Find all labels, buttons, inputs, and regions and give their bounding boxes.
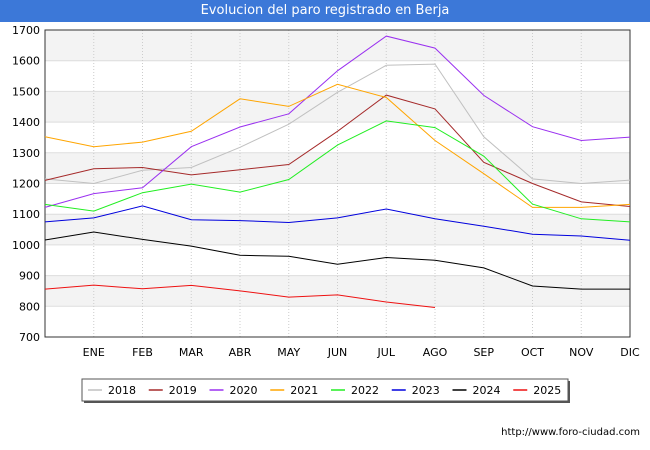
- plot-border: [44, 29, 631, 338]
- y-tick-label: 1100: [12, 208, 40, 221]
- legend-label-2020[interactable]: 2020: [230, 384, 258, 397]
- x-tick-label: ENE: [83, 346, 105, 359]
- y-tick-label: 900: [19, 270, 40, 283]
- legend-box: [81, 378, 569, 402]
- series-line-2019: [44, 94, 631, 207]
- legend-label-2025[interactable]: 2025: [533, 384, 561, 397]
- x-tick-label: MAY: [277, 346, 300, 359]
- x-tick-label: MAR: [179, 346, 204, 359]
- title-bar: [0, 0, 650, 22]
- y-tick-label: 1000: [12, 239, 40, 252]
- y-tick-label: 800: [19, 300, 40, 313]
- y-tick-label: 1300: [12, 147, 40, 160]
- x-tick-label: ABR: [229, 346, 252, 359]
- series-line-2020: [44, 35, 631, 208]
- legend-label-2021[interactable]: 2021: [290, 384, 318, 397]
- y-tick-label: 700: [19, 331, 40, 344]
- legend-label-2022[interactable]: 2022: [351, 384, 379, 397]
- series-line-2025: [44, 284, 436, 308]
- x-tick-label: JUN: [327, 346, 348, 359]
- grid-band: [45, 275, 630, 307]
- series-line-2021: [44, 83, 631, 208]
- legend-label-2024[interactable]: 2024: [473, 384, 501, 397]
- series-line-2023: [44, 205, 631, 241]
- x-tick-label: AGO: [423, 346, 448, 359]
- legend-label-2023[interactable]: 2023: [412, 384, 440, 397]
- y-tick-label: 1600: [12, 55, 40, 68]
- legend-label-2018[interactable]: 2018: [108, 384, 136, 397]
- x-tick-label: FEB: [132, 346, 153, 359]
- series-line-2024: [44, 231, 630, 290]
- series-line-2018: [44, 63, 631, 185]
- x-tick-label: NOV: [569, 346, 594, 359]
- chart-title: Evolucion del paro registrado en Berja: [200, 3, 450, 18]
- source-url[interactable]: http://www.foro-ciudad.com: [501, 427, 640, 438]
- y-tick-label: 1700: [12, 24, 40, 37]
- y-tick-label: 1400: [12, 116, 40, 129]
- x-tick-label: SEP: [473, 346, 494, 359]
- x-tick-label: JUL: [377, 346, 396, 359]
- series-line-2022: [44, 120, 631, 223]
- y-tick-label: 1200: [12, 178, 40, 191]
- y-tick-label: 1500: [12, 85, 40, 98]
- x-tick-label: OCT: [521, 346, 544, 359]
- x-tick-label: DIC: [620, 346, 640, 359]
- legend-label-2019[interactable]: 2019: [169, 384, 197, 397]
